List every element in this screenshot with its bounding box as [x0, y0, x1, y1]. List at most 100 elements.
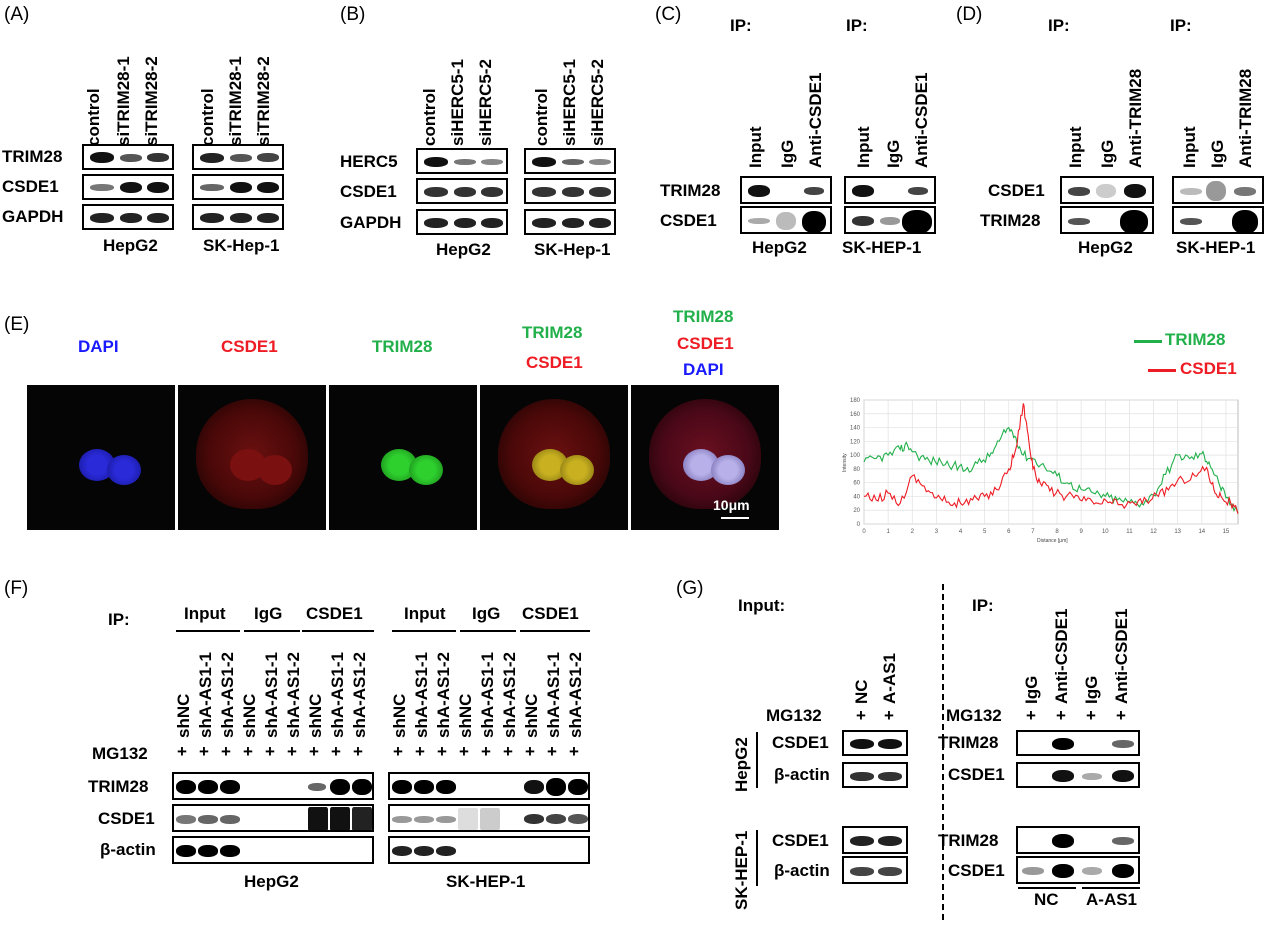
row-label: β-actin [774, 861, 830, 880]
lane-label: siTRIM28-2 [142, 56, 161, 146]
plot-frame [863, 399, 1239, 525]
group-underline [244, 630, 300, 632]
blot-box [524, 178, 616, 204]
lane-label: Anti-TRIM28 [1236, 68, 1255, 168]
legend-swatch-csde1 [1148, 369, 1176, 372]
lane-label: shNC [522, 693, 541, 738]
blot-box [740, 176, 832, 204]
blot-box [524, 148, 616, 174]
lane-label: shA-AS1-2 [218, 652, 237, 738]
mg132-label: MG132 [92, 744, 148, 763]
blot-box [842, 730, 908, 756]
group-label: A-AS1 [1086, 890, 1138, 909]
blot-box [524, 209, 616, 235]
group-underline [1082, 887, 1140, 889]
panel-label-e: (E) [4, 314, 30, 335]
blot-box [1016, 856, 1140, 884]
lane-label: shA-AS1-1 [412, 652, 431, 738]
x-tick-label: 7 [1031, 529, 1035, 535]
lane-label: shNC [390, 693, 409, 738]
y-tick-label: 140 [850, 426, 861, 432]
lane-label: Anti-CSDE1 [1052, 608, 1071, 704]
y-tick-label: 160 [850, 412, 861, 418]
lane-label: shNC [306, 693, 325, 738]
lane-label: IgG [778, 139, 797, 168]
lane-label: Anti-CSDE1 [912, 72, 931, 168]
panel-label-b: (B) [340, 4, 366, 25]
micrograph-csde1 [178, 385, 326, 530]
lane-label: shA-AS1-2 [566, 652, 585, 738]
row-label: CSDE1 [948, 861, 1005, 880]
lane-label: shNC [240, 693, 259, 738]
input-label: Input: [738, 596, 786, 615]
blot-box [1016, 826, 1140, 854]
blot-box [842, 856, 908, 884]
plus-sign: + [243, 742, 253, 761]
lane-label: IgG [1022, 675, 1041, 704]
scalebar [721, 517, 749, 519]
y-tick-label: 60 [853, 481, 860, 487]
plus-sign: + [331, 742, 341, 761]
blot-box [388, 772, 590, 800]
group-label: CSDE1 [522, 604, 579, 623]
plus-sign: + [884, 706, 894, 725]
blot-box [844, 176, 936, 204]
blot-box [416, 148, 508, 174]
legend-swatch-trim28 [1134, 340, 1162, 343]
lane-label: shA-AS1-2 [284, 652, 303, 738]
blot-box [1060, 176, 1154, 204]
blot-box [842, 762, 908, 788]
ip-label: IP: [972, 596, 994, 615]
y-tick-label: 20 [853, 508, 860, 514]
cell-bracket [756, 830, 758, 886]
lane-label: shA-AS1-1 [328, 652, 347, 738]
x-tick-label: 4 [959, 529, 963, 535]
cell-line-label: SK-Hep-1 [534, 240, 611, 259]
y-tick-label: 40 [853, 494, 860, 500]
lane-label: siHERC5-1 [448, 59, 467, 146]
lane-label: NC [852, 679, 871, 704]
x-tick-label: 15 [1223, 529, 1230, 535]
y-tick-label: 0 [857, 522, 861, 528]
plus-sign: + [353, 742, 363, 761]
image-title-dapi: DAPI [78, 337, 119, 356]
lane-label: siHERC5-2 [476, 59, 495, 146]
plus-sign: + [1056, 706, 1066, 725]
row-label: CSDE1 [660, 211, 717, 230]
plus-sign: + [177, 742, 187, 761]
cell-line-label-vertical: SK-HEP-1 [732, 830, 751, 910]
plus-sign: + [569, 742, 579, 761]
row-label: HERC5 [340, 152, 398, 171]
lane-label: control [198, 88, 217, 146]
blot-box [844, 206, 936, 234]
lane-label: control [420, 88, 439, 146]
cell-line-label: HepG2 [1078, 238, 1133, 257]
lane-label: shNC [456, 693, 475, 738]
ip-label: IP: [1170, 16, 1192, 35]
row-label: TRIM28 [88, 777, 149, 796]
panel-label-f: (F) [4, 578, 29, 599]
group-underline [460, 630, 516, 632]
row-label: CSDE1 [2, 177, 59, 196]
plus-sign: + [856, 706, 866, 725]
x-tick-label: 3 [935, 529, 939, 535]
panel-label-d: (D) [956, 4, 983, 25]
lane-label: shA-AS1-2 [500, 652, 519, 738]
group-label: IgG [472, 604, 501, 623]
image-title-csde1: CSDE1 [221, 337, 278, 356]
group-underline [520, 630, 590, 632]
blot-box [1016, 762, 1140, 788]
row-label: TRIM28 [938, 831, 999, 850]
blot-box [82, 204, 174, 230]
blot-box [192, 204, 284, 230]
x-tick-label: 11 [1126, 529, 1133, 535]
image-title-merge2-csde1: CSDE1 [677, 334, 734, 353]
plus-sign: + [459, 742, 469, 761]
image-title-merge1-trim28: TRIM28 [522, 323, 583, 342]
x-tick-label: 6 [1007, 529, 1011, 535]
blot-box [172, 772, 374, 800]
panel-label-g: (G) [676, 578, 704, 599]
lane-label: Input [1180, 126, 1199, 168]
